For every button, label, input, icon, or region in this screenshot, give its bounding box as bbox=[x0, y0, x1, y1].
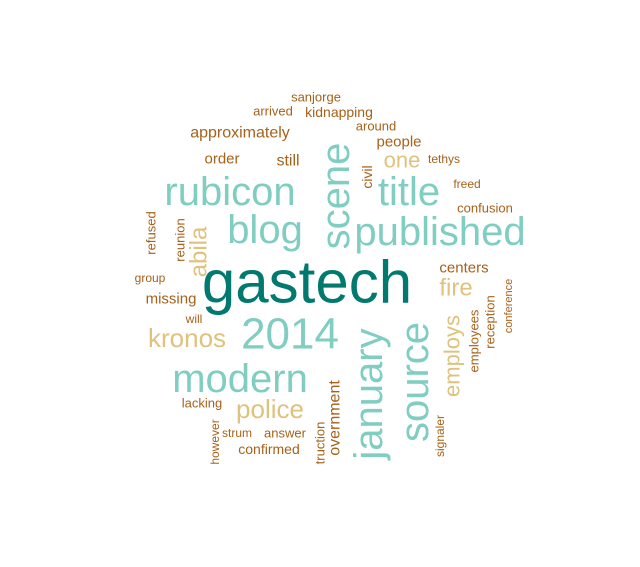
word-confusion: confusion bbox=[457, 201, 513, 216]
word-conference: conference bbox=[503, 279, 515, 333]
word-answer: answer bbox=[264, 426, 307, 441]
word-overnment: overnment bbox=[327, 380, 344, 456]
word-confirmed: confirmed bbox=[238, 441, 299, 457]
word-still: still bbox=[276, 153, 299, 170]
word-people: people bbox=[376, 134, 421, 151]
word-lacking: lacking bbox=[182, 396, 222, 411]
word-order: order bbox=[204, 151, 239, 168]
word-around: around bbox=[356, 119, 396, 134]
word-refused: refused bbox=[144, 211, 159, 254]
word-scene: scene bbox=[314, 143, 358, 250]
word-strum: strum bbox=[222, 426, 252, 440]
word-blog: blog bbox=[227, 208, 303, 252]
word-tethys: tethys bbox=[428, 152, 460, 166]
word-however: however bbox=[208, 419, 222, 464]
word-freed: freed bbox=[453, 177, 480, 191]
word-gastech: gastech bbox=[202, 249, 412, 316]
word-title: title bbox=[378, 170, 440, 214]
word-source: source bbox=[393, 322, 437, 442]
word-rubicon: rubicon bbox=[164, 170, 295, 214]
word-centers: centers bbox=[439, 260, 488, 277]
word-employs: employs bbox=[440, 315, 465, 397]
word-arrived: arrived bbox=[253, 104, 293, 119]
word-signaler: signaler bbox=[433, 415, 447, 457]
word-civil: civil bbox=[359, 165, 375, 188]
word-published: published bbox=[354, 210, 525, 254]
word-kronos: kronos bbox=[148, 323, 226, 353]
word-truction: truction bbox=[313, 422, 328, 465]
word-reception: reception bbox=[483, 295, 498, 348]
word-police: police bbox=[236, 394, 304, 424]
word-2014: 2014 bbox=[241, 310, 339, 359]
word-modern: modern bbox=[172, 357, 308, 401]
word-fire: fire bbox=[439, 275, 472, 302]
word-approximately: approximately bbox=[190, 125, 290, 142]
word-one: one bbox=[384, 148, 421, 173]
word-sanjorge: sanjorge bbox=[291, 90, 341, 105]
word-reunion: reunion bbox=[173, 218, 188, 261]
word-january: january bbox=[347, 328, 391, 460]
word-will: will bbox=[185, 312, 203, 326]
word-group: group bbox=[135, 271, 166, 285]
word-kidnapping: kidnapping bbox=[305, 104, 373, 120]
word-abila: abila bbox=[186, 226, 213, 277]
word-missing: missing bbox=[146, 291, 197, 308]
word-employees: employees bbox=[467, 309, 482, 372]
